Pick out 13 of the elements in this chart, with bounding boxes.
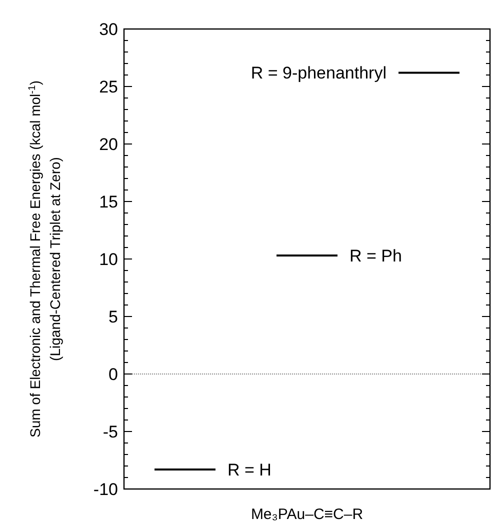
- annotation: R = 9-phenanthryl: [250, 64, 386, 83]
- y-tick-label: 5: [108, 307, 118, 326]
- y-tick-label: 30: [99, 20, 118, 39]
- y-tick-label: 25: [99, 77, 118, 96]
- x-axis-title: Me₃PAu–C≡C–R: [250, 506, 364, 523]
- y-tick-label: -10: [93, 480, 118, 499]
- y-tick-label: 15: [99, 192, 118, 212]
- y-tick-label: 20: [99, 134, 118, 154]
- y-tick-label: 0: [108, 364, 118, 384]
- y-tick-label: 10: [99, 250, 118, 269]
- annotation: R = Ph: [350, 246, 402, 266]
- y-tick-label: -5: [102, 422, 118, 442]
- annotation: R = H: [228, 460, 272, 480]
